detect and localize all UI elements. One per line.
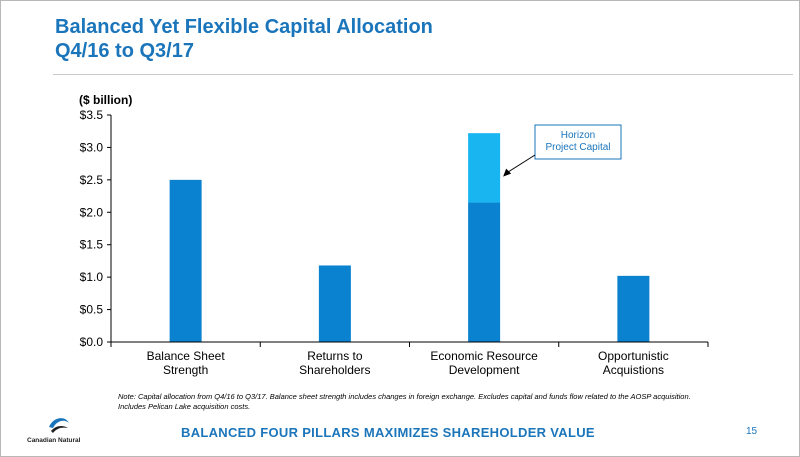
- title-line-1: Balanced Yet Flexible Capital Allocation: [55, 16, 433, 38]
- x-category-label: Balance Sheet Strength: [147, 349, 226, 377]
- chart-note: Note: Capital allocation from Q4/16 to Q…: [118, 392, 691, 411]
- y-tick-label: $2.5: [80, 173, 104, 187]
- callout-text: Horizon Project Capital: [545, 130, 610, 153]
- bar-segment-base: [617, 275, 650, 342]
- x-category-label: Economic Resource Development: [430, 349, 538, 377]
- y-tick-label: $3.5: [80, 108, 104, 122]
- bar-segment-horizon: [468, 133, 501, 203]
- y-tick-label: $2.0: [80, 205, 104, 219]
- y-tick-label: $1.5: [80, 238, 104, 252]
- callout-arrow-head: [503, 168, 512, 177]
- y-tick-label: $0.5: [80, 303, 104, 317]
- y-axis-label: ($ billion): [79, 93, 132, 107]
- y-tick-label: $3.0: [80, 140, 104, 154]
- y-tick-label: $0.0: [80, 335, 104, 349]
- capital-allocation-chart: ($ billion) $0.0 $0.5 $1.0 $1.5 $2.0 $2.5 $3.0…: [79, 93, 709, 377]
- title-line-2: Q4/16 to Q3/17: [55, 40, 194, 62]
- title-divider: [53, 74, 793, 75]
- logo-mark-icon: [49, 418, 69, 433]
- x-category-label: Opportunistic Acquistions: [598, 349, 669, 377]
- logo-text: Canadian Natural: [27, 437, 81, 444]
- x-category-label: Returns to Shareholders: [299, 349, 370, 377]
- bar-segment-base: [468, 202, 501, 342]
- company-logo: Canadian Natural: [27, 413, 97, 453]
- bar-segment-base: [318, 265, 351, 342]
- page-number: 15: [746, 426, 758, 437]
- callout-box: [534, 124, 622, 160]
- page-title: Balanced Yet Flexible Capital Allocation…: [55, 15, 433, 63]
- bar-segment-base: [169, 179, 202, 342]
- callout-arrow-line: [506, 154, 536, 174]
- y-tick-label: $1.0: [80, 270, 104, 284]
- footer-tagline: BALANCED FOUR PILLARS MAXIMIZES SHAREHOL…: [181, 425, 595, 440]
